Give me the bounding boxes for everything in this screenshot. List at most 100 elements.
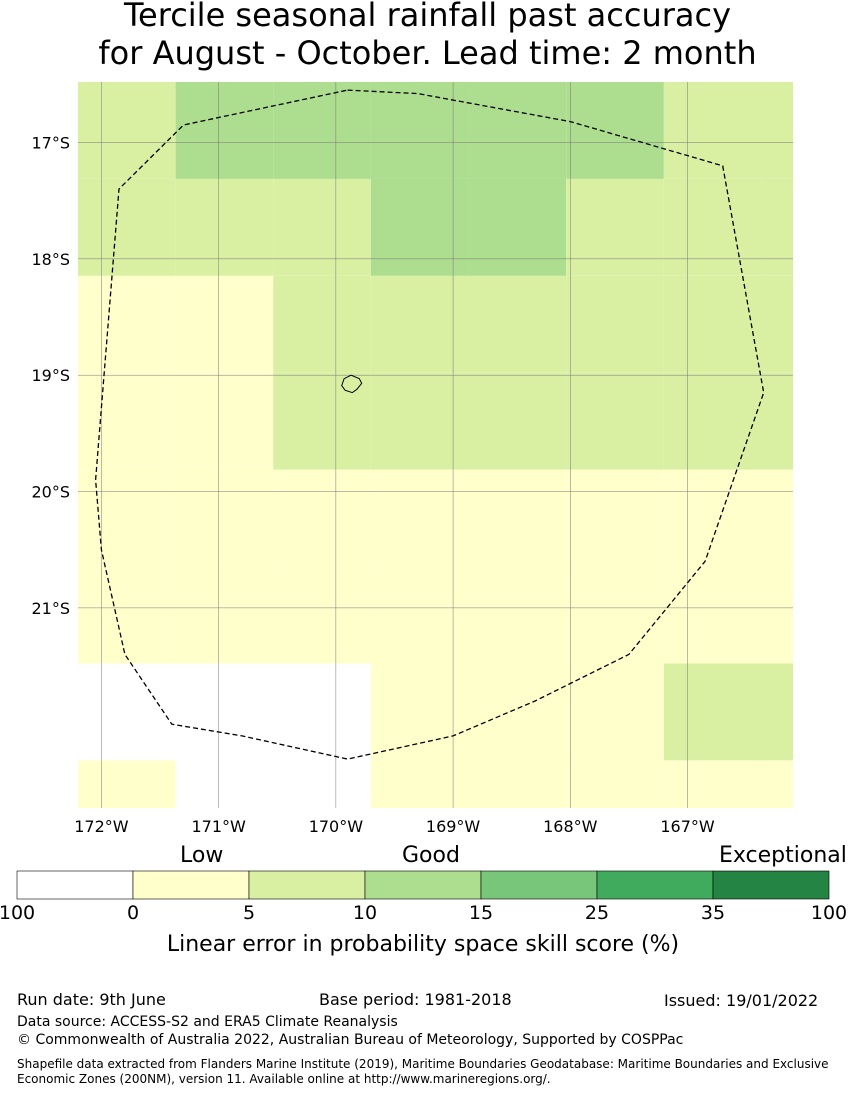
- skill-cell: [273, 372, 371, 470]
- skill-cell: [370, 566, 469, 664]
- lon-tick-label: 171°W: [191, 817, 246, 836]
- colorbar-tick-label: 100: [810, 902, 848, 924]
- skill-cell: [663, 566, 762, 664]
- skill-cell: [761, 566, 793, 664]
- issued-date: Issued: 19/01/2022: [664, 991, 819, 1010]
- skill-cell: [78, 663, 176, 761]
- skill-cell: [566, 469, 664, 567]
- title-line-2: for August - October. Lead time: 2 month: [98, 34, 757, 72]
- colorbar-title: Linear error in probability space skill …: [166, 932, 680, 957]
- skill-cell: [175, 469, 274, 567]
- skill-cell: [663, 760, 762, 808]
- skill-cell: [761, 178, 793, 276]
- colorbar: [16, 870, 830, 900]
- title-line-1: Tercile seasonal rainfall past accuracy: [123, 0, 732, 34]
- skill-cell: [566, 178, 664, 276]
- skill-cell: [468, 82, 567, 179]
- latitude-tick-labels: 17°S 18°S 19°S 20°S 21°S: [31, 134, 70, 618]
- niue-island-outline: [341, 374, 363, 394]
- colorbar-tick-label: 100: [0, 902, 36, 924]
- skill-cell: [566, 760, 664, 808]
- base-period: Base period: 1981-2018: [319, 990, 512, 1009]
- skill-cell: [78, 275, 176, 373]
- skill-cell: [468, 566, 567, 664]
- skill-cell: [663, 178, 762, 276]
- skill-cell: [761, 760, 793, 808]
- skill-cell: [663, 275, 762, 373]
- skill-cell: [370, 663, 469, 761]
- skill-cell: [468, 663, 567, 761]
- colorbar-swatch: [596, 870, 714, 900]
- skill-cell: [370, 469, 469, 567]
- colorbar-tick-label: 25: [584, 902, 610, 924]
- colorbar-label-exceptional: Exceptional: [719, 843, 847, 868]
- skill-cell: [175, 178, 274, 276]
- skill-cell: [175, 663, 274, 761]
- skill-cell: [78, 469, 176, 567]
- graticule: [78, 82, 793, 808]
- data-source: Data source: ACCESS-S2 and ERA5 Climate …: [17, 1014, 398, 1030]
- lon-tick-label: 168°W: [543, 817, 598, 836]
- skill-cell: [78, 760, 176, 808]
- copyright: © Commonwealth of Australia 2022, Austra…: [17, 1032, 684, 1048]
- run-date: Run date: 9th June: [17, 990, 166, 1009]
- shapefile-credit-2: Economic Zones (200NM), version 11. Avai…: [17, 1072, 551, 1086]
- skill-cell: [175, 566, 274, 664]
- skill-cell: [663, 469, 762, 567]
- skill-cell: [273, 760, 371, 808]
- colorbar-swatch: [480, 870, 598, 900]
- skill-cell: [566, 663, 664, 761]
- skill-cell: [663, 82, 762, 179]
- lon-tick-label: 170°W: [309, 817, 364, 836]
- skill-cell: [468, 178, 567, 276]
- lat-tick-label: 20°S: [31, 483, 70, 502]
- skill-cell: [273, 469, 371, 567]
- skill-cell: [370, 275, 469, 373]
- lat-tick-label: 19°S: [31, 366, 70, 385]
- skill-cells: [78, 82, 793, 808]
- skill-cell: [566, 566, 664, 664]
- skill-cell: [663, 372, 762, 470]
- lon-tick-label: 167°W: [660, 817, 715, 836]
- skill-cell: [78, 178, 176, 276]
- shapefile-credit-1: Shapefile data extracted from Flanders M…: [17, 1057, 829, 1071]
- skill-cell: [175, 82, 274, 179]
- lat-tick-label: 18°S: [31, 250, 70, 269]
- skill-cell: [78, 566, 176, 664]
- skill-cell: [370, 178, 469, 276]
- colorbar-tick-label: 10: [352, 902, 378, 924]
- colorbar-swatch: [132, 870, 250, 900]
- skill-cell: [175, 275, 274, 373]
- skill-cell: [175, 760, 274, 808]
- skill-cell: [273, 178, 371, 276]
- colorbar-swatch: [248, 870, 366, 900]
- skill-cell: [273, 566, 371, 664]
- skill-cell: [761, 663, 793, 761]
- skill-cell: [761, 372, 793, 470]
- colorbar-tick-label: 15: [468, 902, 494, 924]
- skill-cell: [761, 275, 793, 373]
- skill-cell: [468, 372, 567, 470]
- skill-cell: [468, 760, 567, 808]
- skill-cell: [566, 82, 664, 179]
- lon-tick-label: 169°W: [426, 817, 481, 836]
- skill-cell: [761, 469, 793, 567]
- colorbar-tick-label: 0: [126, 902, 140, 924]
- skill-cell: [468, 275, 567, 373]
- skill-cell: [370, 760, 469, 808]
- colorbar-tick-label: 35: [700, 902, 726, 924]
- eez-boundary: [94, 89, 765, 760]
- skill-cell: [273, 663, 371, 761]
- colorbar-swatch: [712, 870, 830, 900]
- colorbar-label-low: Low: [180, 843, 224, 868]
- lat-tick-label: 17°S: [31, 134, 70, 153]
- skill-cell: [663, 663, 762, 761]
- map-title: Tercile seasonal rainfall past accuracy …: [0, 0, 855, 72]
- colorbar-swatch: [16, 870, 134, 900]
- colorbar-swatch: [364, 870, 482, 900]
- skill-map: 172°W 171°W 170°W 169°W 168°W 167°W 17°S18°S1…: [31, 82, 793, 836]
- skill-cell: [273, 275, 371, 373]
- skill-cell: [468, 469, 567, 567]
- skill-cell: [566, 372, 664, 470]
- longitude-tick-labels: 172°W 171°W 170°W 169°W 168°W 167°W: [74, 817, 715, 836]
